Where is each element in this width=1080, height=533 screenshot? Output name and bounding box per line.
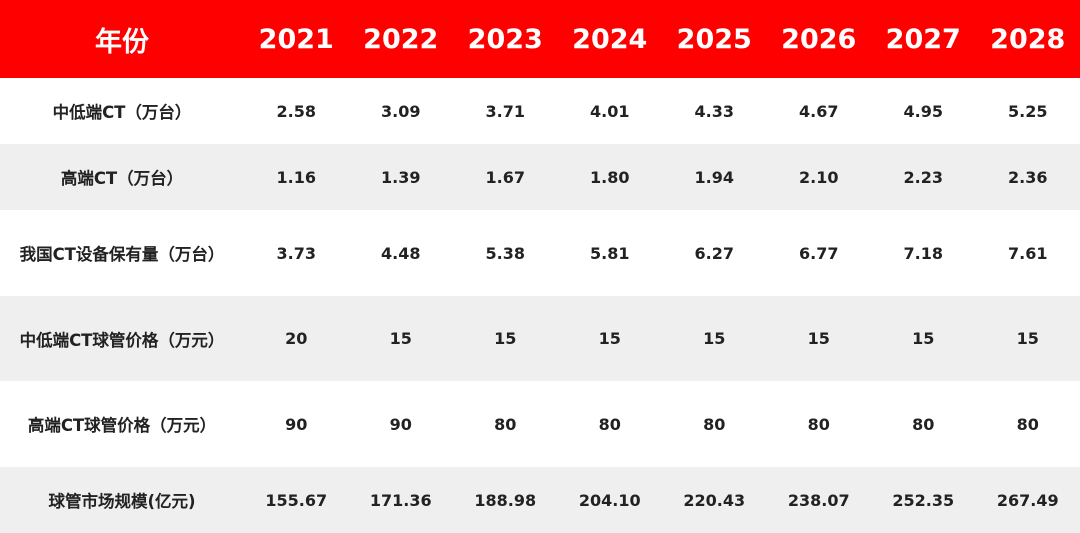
- table-cell: 15: [1016, 329, 1039, 348]
- table-cell: 2.36: [1008, 167, 1048, 187]
- header-year: 2026: [766, 0, 871, 78]
- table-cell: 15: [389, 329, 412, 348]
- table-row: 中低端CT球管价格（万元） 20 15 15 15 15 15 15 15: [0, 296, 1080, 381]
- header-year: 2025: [662, 0, 767, 78]
- table-cell: 3.73: [276, 243, 316, 263]
- table-cell: 15: [912, 329, 935, 348]
- table-cell: 155.67: [265, 490, 328, 510]
- table-cell: 15: [703, 329, 726, 348]
- table-cell: 4.33: [694, 101, 734, 121]
- table-cell: 2.58: [276, 101, 316, 121]
- table-cell: 80: [807, 414, 830, 434]
- table-cell: 80: [494, 414, 517, 434]
- table-cell: 90: [285, 414, 308, 434]
- table-cell: 1.94: [694, 167, 734, 187]
- header-year: 2024: [557, 0, 662, 78]
- table-cell: 7.18: [903, 243, 943, 263]
- header-year: 2021: [244, 0, 349, 78]
- table-cell: 1.39: [381, 167, 421, 187]
- table-cell: 204.10: [578, 490, 641, 510]
- header-label: 年份: [0, 0, 244, 78]
- table-cell: 1.67: [485, 167, 525, 187]
- table-cell: 80: [912, 414, 935, 434]
- table-row: 球管市场规模(亿元) 155.67 171.36 188.98 204.10 2…: [0, 467, 1080, 533]
- table-cell: 15: [807, 329, 830, 348]
- table-cell: 252.35: [892, 490, 955, 510]
- table-row: 我国CT设备保有量（万台） 3.73 4.48 5.38 5.81 6.27 6…: [0, 210, 1080, 296]
- table-cell: 5.81: [590, 243, 630, 263]
- header-year: 2028: [975, 0, 1080, 78]
- table-cell: 267.49: [996, 490, 1059, 510]
- header-year: 2022: [348, 0, 453, 78]
- table-cell: 90: [389, 414, 412, 434]
- table-cell: 5.25: [1008, 101, 1048, 121]
- table-cell: 171.36: [369, 490, 432, 510]
- row-label: 中低端CT（万台）: [52, 103, 192, 122]
- table-cell: 7.61: [1008, 243, 1048, 263]
- table-row: 中低端CT（万台） 2.58 3.09 3.71 4.01 4.33 4.67 …: [0, 78, 1080, 144]
- table-cell: 6.27: [694, 243, 734, 263]
- table-cell: 1.80: [590, 167, 630, 187]
- row-label: 高端CT（万台）: [60, 169, 184, 188]
- row-label: 高端CT球管价格（万元）: [27, 416, 217, 435]
- table-row: 高端CT球管价格（万元） 90 90 80 80 80 80 80 80: [0, 381, 1080, 467]
- table-cell: 15: [494, 329, 517, 348]
- header-year: 2027: [871, 0, 976, 78]
- header-row: 年份 2021 2022 2023 2024 2025 2026 2027 20…: [0, 0, 1080, 78]
- table-cell: 238.07: [787, 490, 850, 510]
- table-cell: 3.09: [381, 101, 421, 121]
- table-cell: 4.01: [590, 101, 630, 121]
- table-cell: 15: [598, 329, 621, 348]
- table-cell: 1.16: [276, 167, 316, 187]
- table-cell: 4.67: [799, 101, 839, 121]
- row-label: 中低端CT球管价格（万元）: [19, 330, 225, 350]
- table-row: 高端CT（万台） 1.16 1.39 1.67 1.80 1.94 2.10 2…: [0, 144, 1080, 210]
- table-cell: 20: [285, 329, 308, 348]
- table-cell: 2.10: [799, 167, 839, 187]
- table-cell: 80: [598, 414, 621, 434]
- table-cell: 188.98: [474, 490, 537, 510]
- table-cell: 6.77: [799, 243, 839, 263]
- table-cell: 2.23: [903, 167, 943, 187]
- table-cell: 3.71: [485, 101, 525, 121]
- header-year: 2023: [453, 0, 558, 78]
- table-cell: 80: [1016, 414, 1039, 434]
- table-cell: 5.38: [485, 243, 525, 263]
- table-cell: 4.95: [903, 101, 943, 121]
- row-label: 我国CT设备保有量（万台）: [19, 245, 225, 264]
- row-label: 球管市场规模(亿元): [48, 492, 196, 511]
- table-cell: 220.43: [683, 490, 746, 510]
- table-cell: 4.48: [381, 243, 421, 263]
- table-cell: 80: [703, 414, 726, 434]
